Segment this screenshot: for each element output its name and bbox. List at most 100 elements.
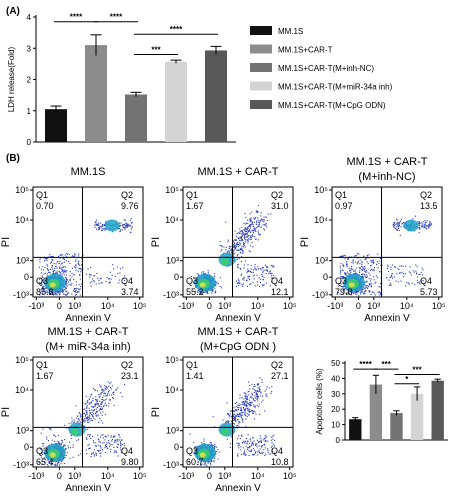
flow-event [43,285,45,287]
flow-event [339,270,342,272]
flow-event [103,404,105,406]
flow-event [235,415,237,417]
flow-event [233,245,235,247]
flow-event [236,243,238,245]
y-tick-label: 0 [336,436,341,445]
flow-event [256,389,258,392]
flow-event [216,282,218,284]
flow-event [249,405,251,407]
flow-event [352,259,354,261]
flow-event [38,462,40,464]
flow-event [96,400,98,403]
flow-event [71,417,73,419]
flow-event [123,219,125,221]
flow-event [390,266,392,268]
flow-event [258,225,260,227]
quadrant-q2-label: Q2 [121,190,133,200]
flow-event [266,386,268,388]
flow-event [97,229,99,231]
flow-event [192,281,195,283]
flow-event [237,243,239,245]
flow-cytometry-plots: MM.1SQ10.70Q29.76Q385.8Q43.7410⁵10⁴10³0-… [0,156,446,494]
flow-event [243,277,245,279]
flow-event [100,408,102,411]
flow-event [65,253,68,255]
flow-event [418,224,420,226]
flow-event [58,262,60,265]
flow-event [233,419,235,421]
quadrant-q2-label: Q2 [121,360,133,370]
flow-event [53,262,55,265]
flow-event [46,438,48,440]
flow-event [221,287,223,289]
flow-event [112,397,114,400]
flow-y-tick-label: -10³ [163,290,179,300]
flow-event [219,245,221,247]
flow-event [392,224,394,226]
flow-event [127,224,129,226]
flow-event [91,409,93,411]
flow-event [124,275,126,277]
flow-event [201,291,203,293]
flow-event [115,439,117,441]
flow-event [82,421,84,423]
flow-event [247,403,249,405]
flow-event [229,443,231,445]
flow-event [252,246,254,248]
flow-event [364,270,366,273]
flow-event [228,251,231,253]
flow-event [126,225,128,227]
bar [349,419,362,440]
flow-event [265,282,267,284]
flow-event [101,230,103,232]
flow-event [123,383,125,386]
flow-event [247,270,249,273]
flow-event [259,389,261,391]
flow-event [49,290,51,292]
flow-event [422,279,424,282]
flow-event [337,285,339,287]
flow-event [253,406,255,408]
flow-density [220,428,229,436]
flow-event [247,268,249,270]
flow-event [117,434,120,436]
flow-event [240,261,242,263]
flow-event [92,440,94,442]
flow-event [78,454,80,456]
legend-swatch [250,100,272,109]
flow-event [246,395,248,397]
flow-frame [331,186,443,298]
flow-event [237,246,239,248]
flow-event [121,439,123,441]
flow-y-axis-label: PI [0,407,12,417]
flow-event [85,416,87,419]
flow-event [96,223,98,225]
flow-event [126,223,128,225]
flow-event [86,413,88,415]
flow-event [50,460,52,462]
flow-event [234,245,236,247]
flow-event [76,415,79,417]
flow-event [47,269,49,271]
flow-event [98,409,100,411]
flow-x-tick-label: 10⁵ [283,301,297,311]
flow-event [251,271,253,274]
flow-event [376,263,378,266]
flow-event [372,261,374,263]
flow-event [93,455,95,457]
flow-event [103,390,105,392]
flow-event [258,391,260,393]
quadrant-q1-value: 1.67 [36,371,54,381]
flow-event [395,227,397,230]
flow-event [236,255,238,257]
flow-event [346,293,348,295]
flow-x-tick-label: 10⁴ [101,301,115,311]
flow-event [413,271,415,273]
flow-event [401,223,404,225]
flow-y-tick-label: 0 [174,272,179,282]
flow-event [77,421,79,423]
flow-title: MM.1S + CAR-T [198,166,279,178]
flow-event [263,437,265,439]
flow-event [85,418,88,420]
flow-event [41,292,44,294]
